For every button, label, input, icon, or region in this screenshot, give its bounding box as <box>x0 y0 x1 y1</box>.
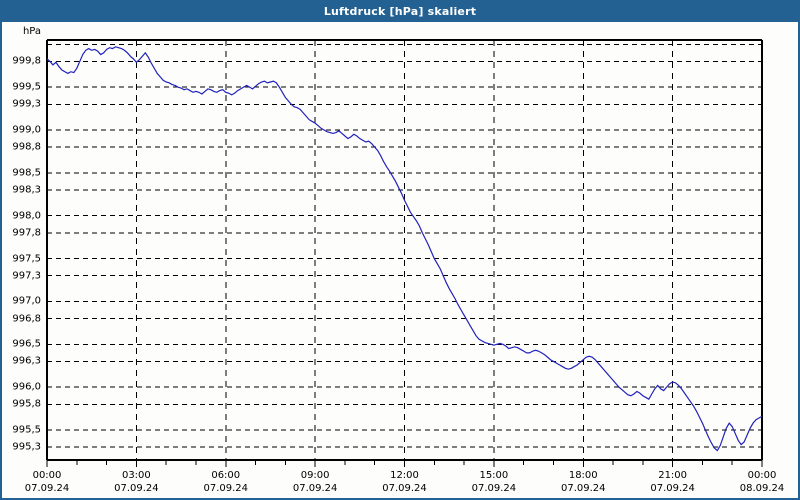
x-tick-date: 08.09.24 <box>739 483 785 494</box>
x-tick-time: 15:00 <box>479 470 509 481</box>
x-tick-date: 07.09.24 <box>203 483 249 494</box>
x-axis-tick-label: 21:00 07.09.24 <box>650 469 695 495</box>
y-axis-tick-label: 999,3 <box>12 98 41 110</box>
pressure-data-line <box>46 46 763 452</box>
x-axis-tick-label: 18:00 07.09.24 <box>561 469 606 495</box>
y-axis-tick-label: 998,8 <box>12 141 41 153</box>
x-tick-time: 18:00 <box>568 470 598 481</box>
y-axis-tick-label: 999,0 <box>12 124 41 136</box>
x-tick-date: 07.09.24 <box>292 483 338 494</box>
y-axis-tick-label: 995,3 <box>12 441 41 453</box>
line-chart-svg <box>46 39 763 467</box>
y-axis-tick-label: 995,8 <box>12 398 41 410</box>
y-axis-tick-label: 997,0 <box>12 295 41 307</box>
x-tick-time: 12:00 <box>390 470 419 481</box>
x-tick-time: 09:00 <box>300 470 330 481</box>
y-axis-tick-label: 999,8 <box>12 55 41 67</box>
x-axis-minor-ticks <box>46 460 763 467</box>
y-axis-tick-label: 996,5 <box>12 338 41 350</box>
x-tick-date: 07.09.24 <box>382 483 427 494</box>
window-title-bar: Luftdruck [hPa] skaliert <box>0 0 800 22</box>
x-axis-tick-label: 00:00 07.09.24 <box>25 469 70 495</box>
y-axis-tick-label: 998,5 <box>12 167 41 179</box>
y-axis-tick-label: 997,3 <box>12 270 41 282</box>
x-tick-date: 07.09.24 <box>471 483 517 494</box>
y-axis-tick-label: 999,5 <box>12 81 41 93</box>
y-axis-tick-label: 996,0 <box>12 381 41 393</box>
x-tick-time: 21:00 <box>658 470 688 481</box>
x-tick-date: 07.09.24 <box>114 483 159 494</box>
y-axis-tick-label: 996,3 <box>12 355 41 367</box>
y-axis-unit-label: hPa <box>22 26 41 37</box>
x-axis-tick-label: 00:00 08.09.24 <box>740 469 785 495</box>
x-tick-date: 07.09.24 <box>560 483 606 494</box>
x-axis-tick-label: 09:00 07.09.24 <box>293 469 338 495</box>
page-title: Luftdruck [hPa] skaliert <box>323 4 477 18</box>
x-tick-time: 00:00 <box>747 470 777 481</box>
plot-axis-frame <box>46 39 763 461</box>
y-axis-tick-label: 996,8 <box>12 313 41 325</box>
x-axis-tick-label: 15:00 07.09.24 <box>472 469 517 495</box>
y-axis-tick-label: 997,8 <box>12 227 41 239</box>
x-tick-time: 00:00 <box>32 470 62 481</box>
chart-plot-area: hPa 999,8 999,5 999,3 999,0 998,8 998,5 998,3 9… <box>2 24 798 498</box>
x-axis-tick-label: 03:00 07.09.24 <box>114 469 159 495</box>
x-axis-tick-label: 12:00 07.09.24 <box>382 469 427 495</box>
x-tick-date: 07.09.24 <box>650 483 695 494</box>
x-tick-time: 03:00 <box>121 470 151 481</box>
y-axis-tick-label: 995,5 <box>12 424 41 436</box>
y-axis-tick-label: 998,0 <box>12 210 41 222</box>
x-tick-date: 07.09.24 <box>24 483 70 494</box>
x-axis-tick-label: 06:00 07.09.24 <box>203 469 248 495</box>
x-tick-time: 06:00 <box>211 470 241 481</box>
horizontal-gridlines <box>47 43 762 448</box>
y-axis-tick-label: 997,5 <box>12 253 41 265</box>
y-axis-tick-label: 998,3 <box>12 184 41 196</box>
vertical-gridlines <box>135 40 674 460</box>
